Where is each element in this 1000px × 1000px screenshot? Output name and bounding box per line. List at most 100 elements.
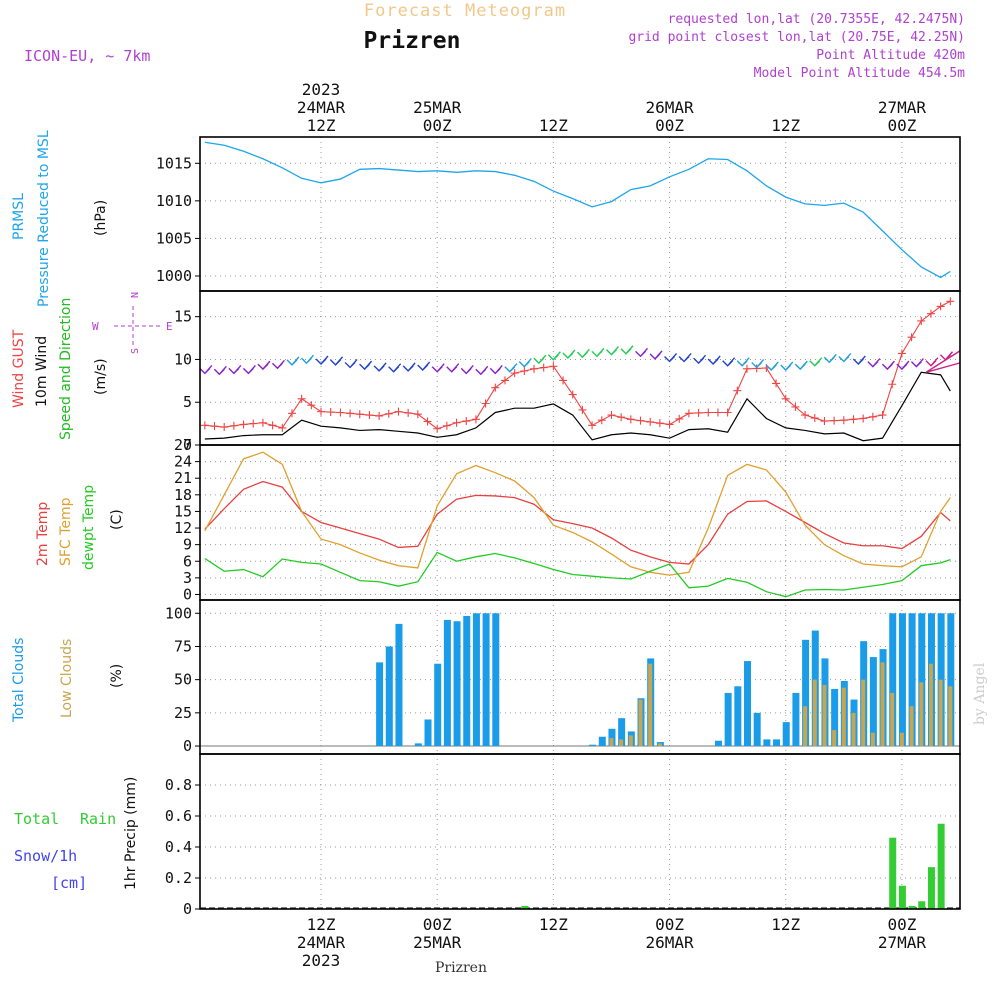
y-tick-label: 0 [183, 436, 192, 454]
gust-marker [636, 416, 645, 425]
model-label: ICON-EU, ~ 7km [24, 47, 150, 65]
top-time-label: 12Z [307, 116, 336, 135]
panel-frame [199, 136, 961, 292]
gust-marker [733, 386, 742, 395]
wind-barb [678, 352, 692, 363]
wind-barb [707, 355, 721, 366]
low-cloud-bar [890, 692, 895, 747]
gust-marker [413, 410, 422, 419]
wind-barb [315, 355, 329, 366]
total-cloud-bar [889, 613, 897, 747]
low-cloud-bar [870, 732, 875, 747]
gust-marker [462, 417, 471, 426]
product-title: Forecast Meteogram [364, 1, 566, 21]
wind-barb [286, 356, 300, 366]
rain-bar [908, 905, 916, 909]
total-cloud-bar [395, 623, 403, 747]
gust-marker [375, 411, 384, 420]
gust-marker [307, 401, 316, 410]
gust-marker [229, 421, 238, 430]
gust-marker [297, 394, 306, 403]
pressure-side-labels: PRMSL Pressure Reduced to MSL (hPa) [11, 130, 109, 307]
top-time-label: 12Z [771, 116, 800, 135]
gust-marker [278, 423, 287, 432]
wind-barb [591, 347, 605, 358]
label-speed-direction: Speed and Direction [58, 298, 74, 440]
bottom-time-label: 00Z [423, 915, 452, 934]
wind-barb [547, 351, 561, 361]
gust-marker [646, 417, 655, 426]
total-cloud-bar [385, 646, 393, 747]
gust-marker [220, 423, 229, 432]
label-low-clouds: Low Clouds [59, 639, 75, 718]
wind-barb [693, 354, 707, 365]
wind-barb [649, 350, 663, 360]
total-cloud-bar [443, 619, 451, 747]
y-tick-label: 1015 [156, 154, 192, 172]
top-time-label: 26MAR [645, 98, 694, 117]
label-snow-cm: [cm] [51, 874, 87, 892]
temp-2m-line [204, 480, 951, 565]
gust-marker [588, 421, 597, 430]
gust-marker [268, 421, 277, 430]
total-cloud-bar [898, 613, 906, 747]
bottom-time-label: 12Z [539, 915, 568, 934]
total-cloud-bar [908, 613, 916, 747]
total-cloud-bar [714, 740, 722, 747]
gust-marker [830, 416, 839, 425]
total-cloud-bar [734, 686, 742, 747]
wind-barb [809, 357, 823, 367]
gust-marker [597, 416, 606, 425]
gust-marker [442, 421, 451, 430]
wind-barb [823, 353, 837, 364]
rain-bar [927, 867, 935, 909]
low-cloud-bar [880, 662, 885, 747]
gust-marker [859, 414, 868, 423]
low-cloud-bar [657, 743, 662, 747]
gust-marker [317, 407, 326, 416]
low-cloud-bar [899, 732, 904, 747]
gust-marker [743, 364, 752, 373]
total-cloud-bar [753, 712, 761, 747]
bottom-time-label: 12Z [771, 915, 800, 934]
grid-point-coords: grid point closest lon,lat (20.75E, 42.2… [628, 30, 965, 45]
low-cloud-bar [822, 684, 827, 747]
total-cloud-bar [618, 718, 626, 747]
wind-barb [388, 363, 402, 373]
gust-marker [907, 333, 916, 342]
footer-location: Prizren [435, 960, 487, 976]
low-cloud-bar [938, 679, 943, 747]
dewpoint-line [204, 551, 951, 598]
wind-barb [925, 357, 939, 367]
label-dewpt-temp: dewpt Temp [81, 485, 97, 570]
wind-barb [373, 362, 387, 372]
low-cloud-bar [628, 735, 633, 747]
y-tick-label: 5 [183, 393, 192, 411]
y-tick-label: 0 [183, 585, 192, 603]
label-prmsl: PRMSL [11, 193, 27, 240]
gust-marker [510, 369, 519, 378]
wind-barb [271, 359, 285, 370]
label-sfc-temp: SFC Temp [58, 497, 74, 566]
top-time-label: 00Z [655, 116, 684, 135]
top-time-label: 12Z [539, 116, 568, 135]
y-tick-label: 10 [174, 350, 192, 368]
wind-barb [765, 361, 779, 371]
total-cloud-bar [589, 744, 597, 747]
y-tick-label: 0.8 [165, 776, 192, 794]
wind-barb [562, 349, 576, 360]
y-tick-label: 0.4 [165, 838, 192, 856]
wind-barb [533, 354, 547, 365]
gust-marker [491, 383, 500, 392]
low-cloud-bar [638, 699, 643, 747]
top-time-label: 27MAR [878, 98, 927, 117]
compass-rose: N S E W [92, 292, 173, 354]
gust-marker [258, 418, 267, 427]
y-tick-label: 0 [183, 737, 192, 755]
y-tick-label: 1000 [156, 267, 192, 285]
gust-marker [801, 411, 810, 420]
gust-marker [888, 380, 897, 389]
y-tick-label: 9 [183, 536, 192, 554]
label-total: Total [14, 810, 59, 828]
wind-barb [794, 360, 808, 371]
